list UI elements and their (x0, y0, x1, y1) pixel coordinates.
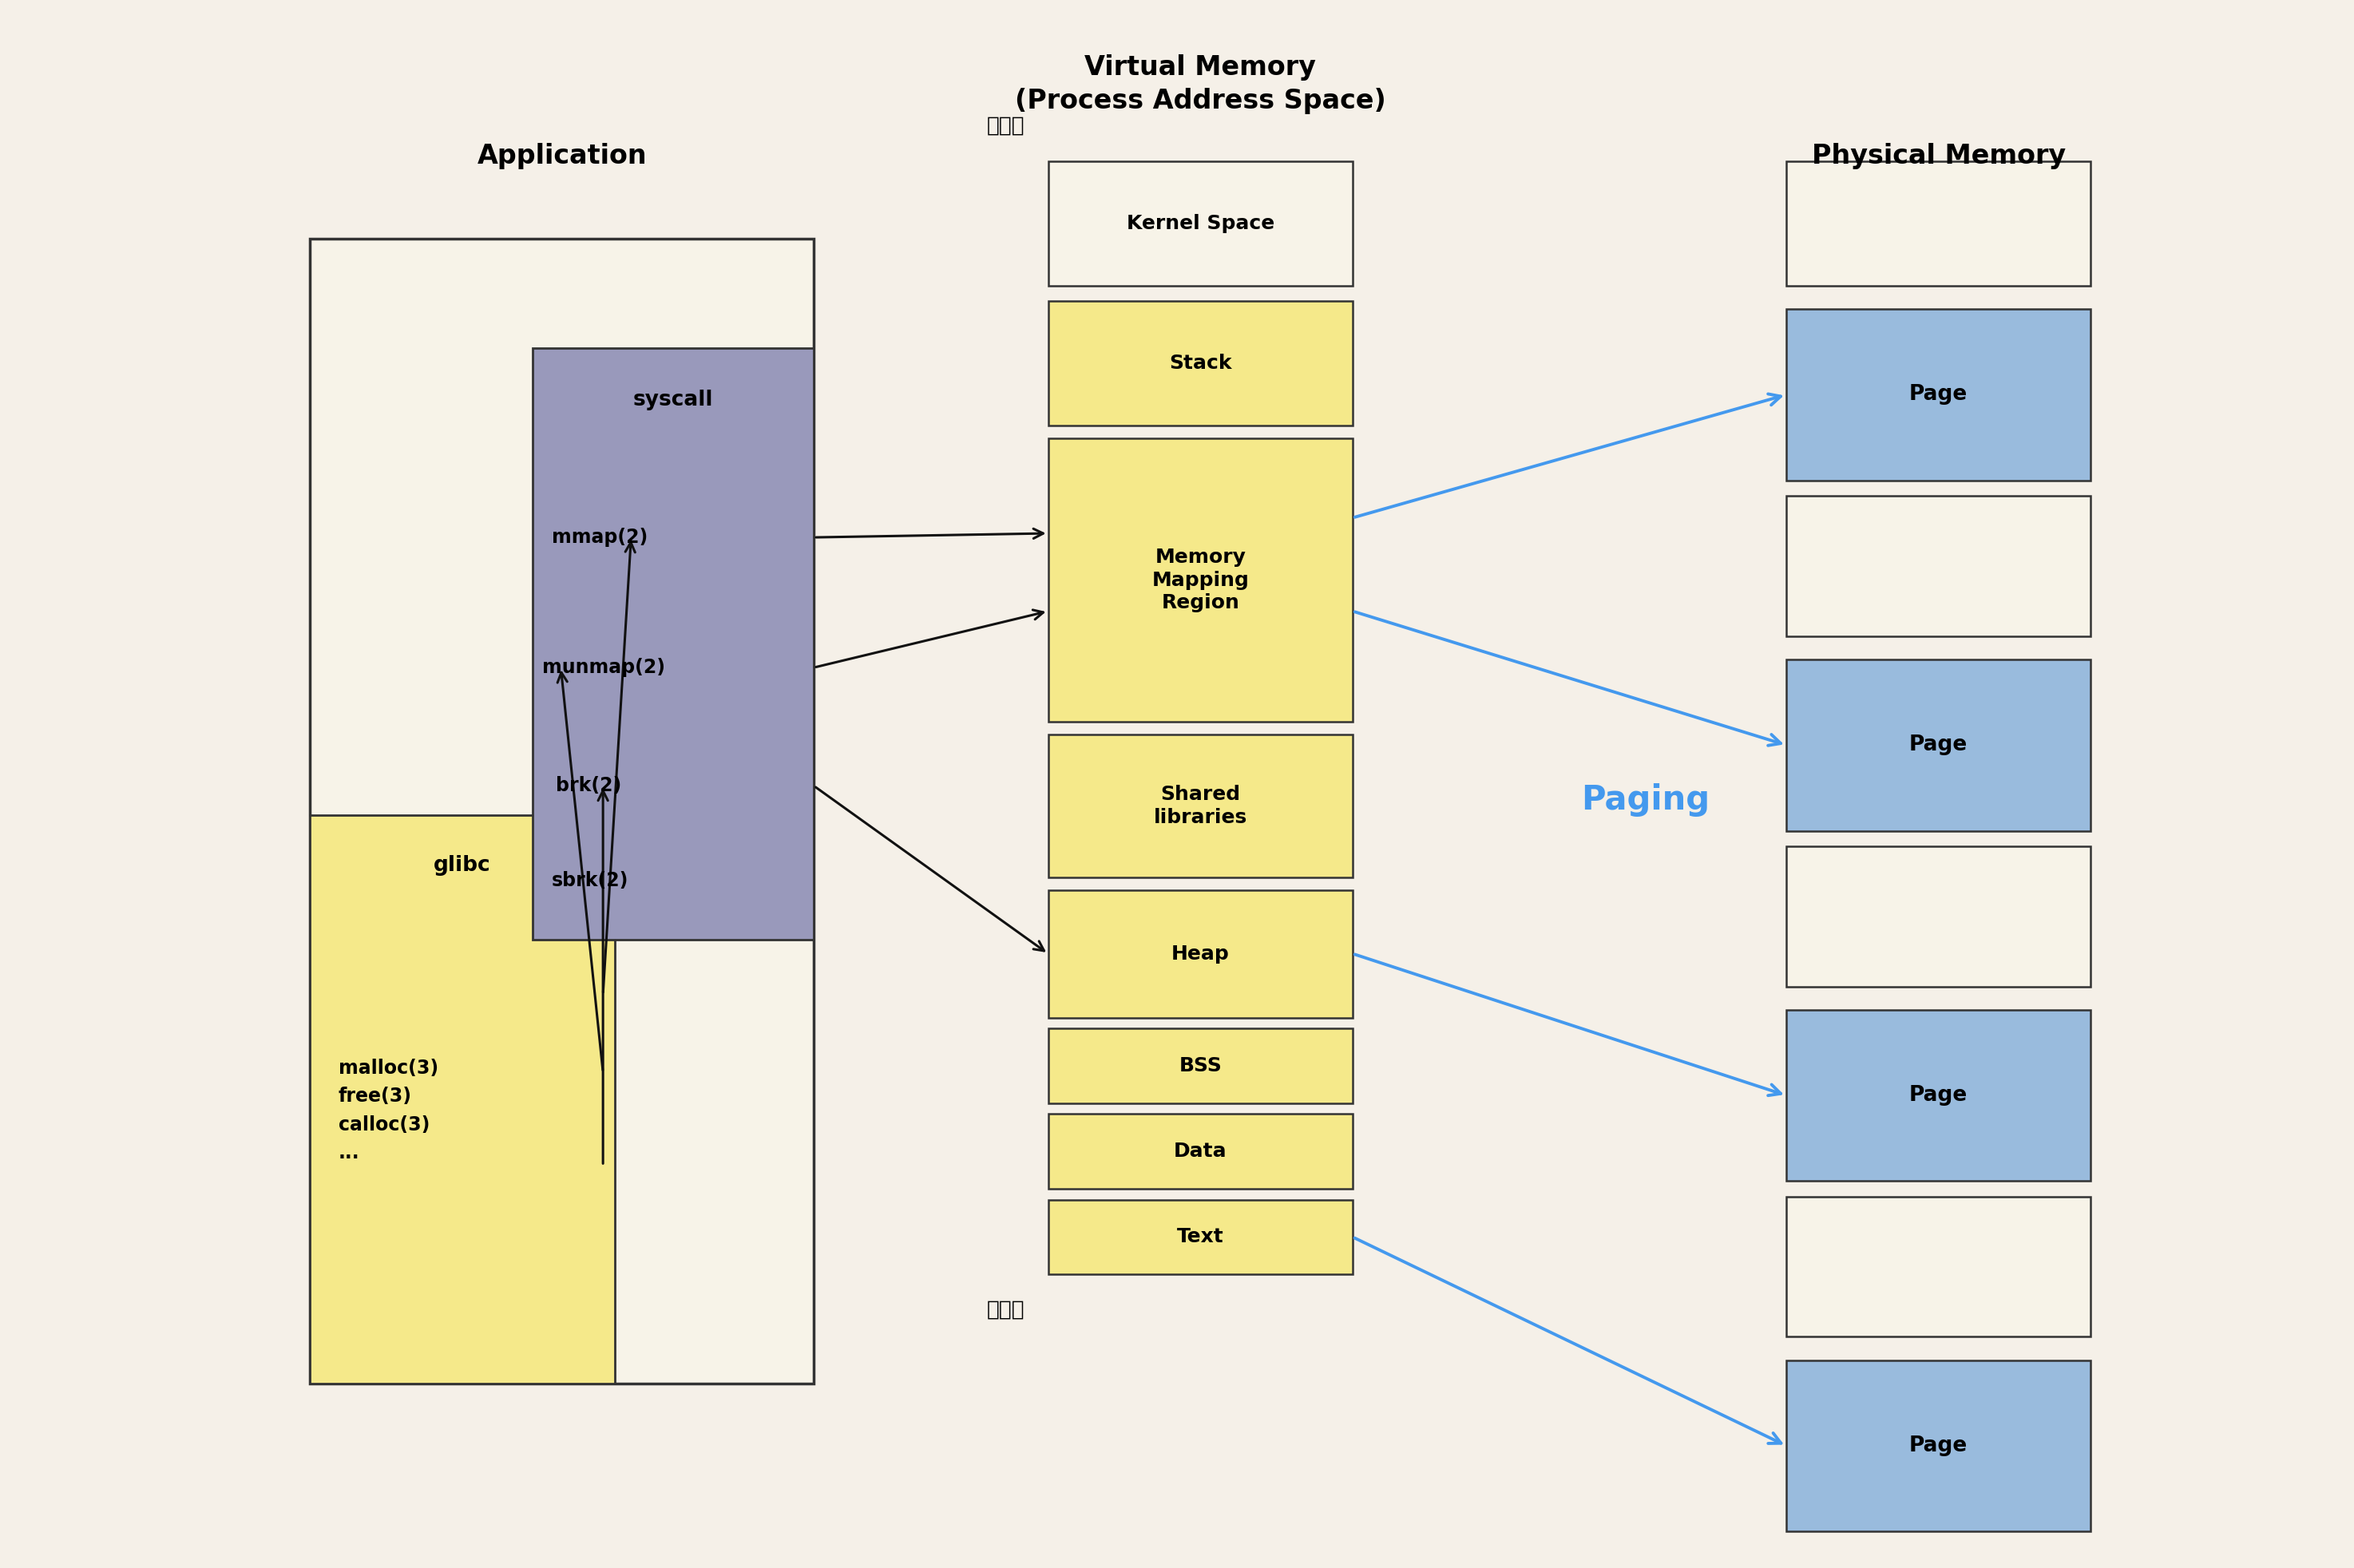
FancyBboxPatch shape (1787, 847, 2090, 986)
FancyBboxPatch shape (1787, 309, 2090, 480)
Text: Data: Data (1175, 1142, 1226, 1160)
Text: glibc: glibc (433, 855, 492, 875)
Text: Paging: Paging (1582, 782, 1709, 817)
Text: Memory
Mapping
Region: Memory Mapping Region (1151, 547, 1250, 613)
FancyBboxPatch shape (532, 348, 814, 939)
Text: 高地址: 高地址 (986, 116, 1024, 136)
FancyBboxPatch shape (1048, 301, 1354, 426)
Text: Shared
libraries: Shared libraries (1153, 784, 1248, 826)
Text: Page: Page (1909, 735, 1968, 756)
Text: Kernel Space: Kernel Space (1128, 213, 1274, 234)
FancyBboxPatch shape (1048, 162, 1354, 285)
Text: brk(2): brk(2) (556, 776, 621, 795)
FancyBboxPatch shape (1787, 1359, 2090, 1532)
Text: Page: Page (1909, 384, 1968, 405)
FancyBboxPatch shape (1048, 1200, 1354, 1275)
FancyBboxPatch shape (1048, 734, 1354, 878)
FancyBboxPatch shape (1787, 495, 2090, 637)
Text: munmap(2): munmap(2) (541, 659, 666, 677)
FancyBboxPatch shape (1048, 1115, 1354, 1189)
Text: BSS: BSS (1179, 1057, 1222, 1076)
Text: Heap: Heap (1172, 944, 1229, 963)
Text: 低地址: 低地址 (986, 1300, 1024, 1320)
Text: Page: Page (1909, 1085, 1968, 1105)
FancyBboxPatch shape (1787, 162, 2090, 285)
Text: Page: Page (1909, 1435, 1968, 1457)
FancyBboxPatch shape (311, 815, 614, 1383)
Text: Virtual Memory
(Process Address Space): Virtual Memory (Process Address Space) (1015, 55, 1387, 114)
FancyBboxPatch shape (1048, 439, 1354, 721)
FancyBboxPatch shape (311, 238, 814, 1383)
Text: Text: Text (1177, 1228, 1224, 1247)
FancyBboxPatch shape (1048, 891, 1354, 1018)
Text: Stack: Stack (1170, 354, 1231, 373)
FancyBboxPatch shape (1787, 1010, 2090, 1181)
Text: Physical Memory: Physical Memory (1813, 143, 2064, 169)
Text: Application: Application (478, 143, 647, 169)
Text: malloc(3)
free(3)
calloc(3)
...: malloc(3) free(3) calloc(3) ... (339, 1058, 438, 1162)
FancyBboxPatch shape (1787, 660, 2090, 831)
FancyBboxPatch shape (1048, 1029, 1354, 1104)
Text: mmap(2): mmap(2) (551, 528, 647, 547)
Text: sbrk(2): sbrk(2) (551, 870, 629, 891)
Text: syscall: syscall (633, 389, 713, 411)
FancyBboxPatch shape (1787, 1196, 2090, 1336)
